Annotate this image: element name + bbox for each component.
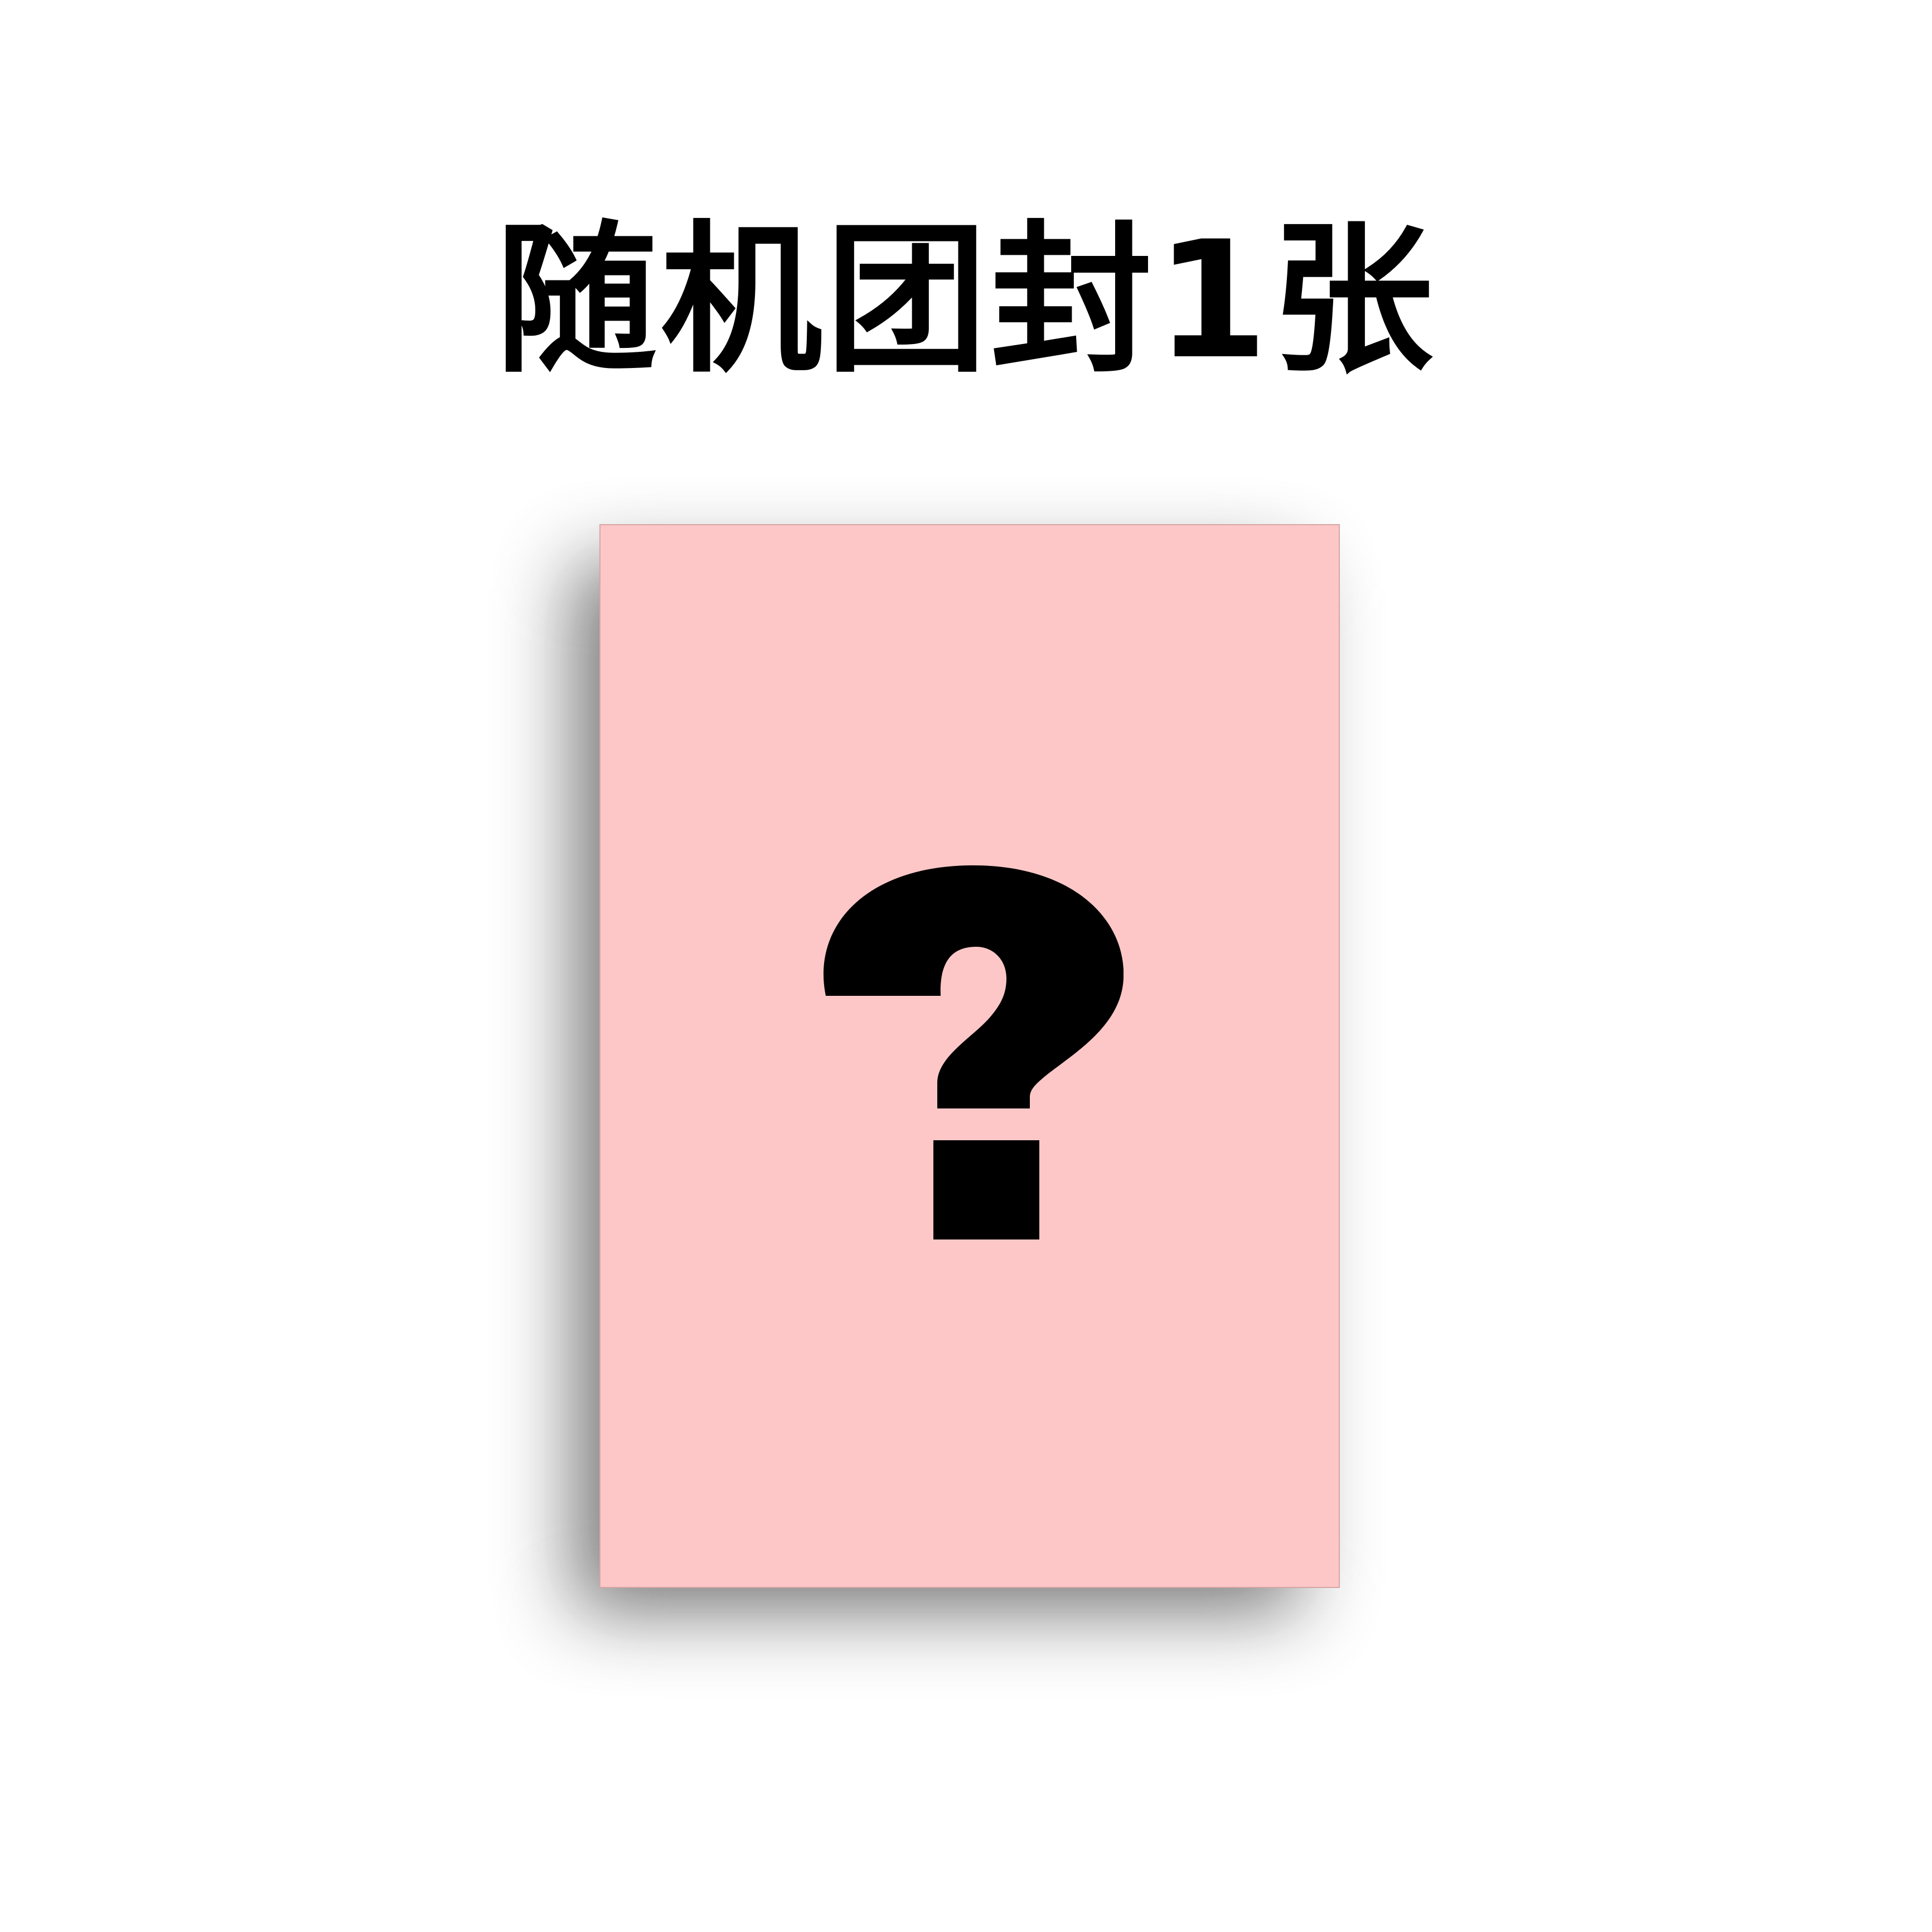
- page-title: 随机团封1张: [495, 207, 1437, 395]
- question-mark-icon: [824, 865, 1124, 1239]
